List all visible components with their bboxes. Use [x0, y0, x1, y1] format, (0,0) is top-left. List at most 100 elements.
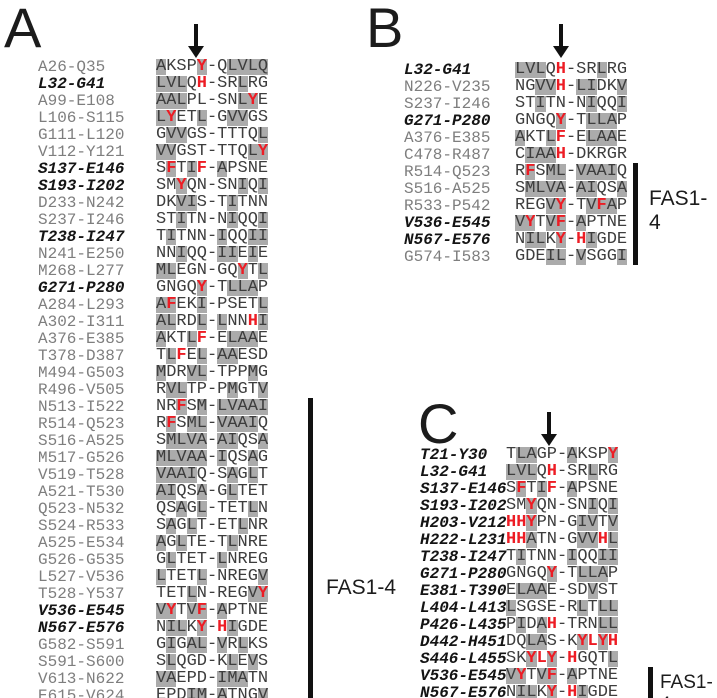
residue-char: - [556, 648, 568, 668]
residue-char: K [586, 144, 597, 164]
residue-char: V [257, 379, 269, 399]
residue-char: - [206, 685, 218, 698]
residue-char: R [227, 566, 238, 586]
residue-char: Y [196, 56, 207, 76]
sequence-row: N513-I522 N R F S M - L V A A I [38, 398, 268, 416]
residue-char: E [546, 597, 557, 617]
residue-char: - [206, 277, 218, 297]
residue-char: N [576, 93, 587, 113]
residue-char: A [596, 127, 607, 147]
residue-char: - [206, 73, 218, 93]
residue-range-label: S446-L455 [420, 649, 507, 668]
residue-char: L [586, 127, 597, 147]
residue-range-label: S524-R533 [38, 516, 125, 535]
residue-char: E [176, 260, 187, 280]
sequence-row: V536-E545 V Y T V F - A P T N E [38, 600, 268, 620]
residue-char: I [186, 192, 197, 212]
residue-char: M [227, 668, 238, 688]
residue-char: G [257, 73, 269, 93]
residue-range-label: E615-V624 [38, 686, 125, 698]
residue-char: K [186, 617, 197, 637]
residue-char: R [247, 73, 258, 93]
residue-char: - [556, 495, 568, 515]
residue-char: I [237, 175, 248, 195]
residue-char: T [217, 124, 228, 144]
residue-char: R [257, 515, 269, 535]
residue-char: - [565, 229, 577, 249]
residue-char: I [257, 226, 269, 246]
residue-char: L [227, 651, 238, 671]
residue-char: A [526, 529, 537, 549]
residue-char: I [616, 246, 628, 266]
sequence-row: T238-I247 T I T N N - I Q Q I I [420, 546, 619, 566]
residue-char: L [166, 447, 177, 467]
residue-char: Q [545, 110, 556, 130]
residue-char: T [186, 566, 197, 586]
sequence-row: G271-P280 G N G Q Y - T L L A P [420, 563, 618, 583]
residue-range-label: S516-A525 [38, 431, 125, 450]
residue-char: F [196, 600, 207, 620]
residue-char: - [565, 110, 577, 130]
residue-char: V [576, 246, 587, 266]
residue-char: R [597, 461, 608, 481]
residue-char: N [196, 583, 207, 603]
residue-char: I [525, 229, 536, 249]
residue-char: - [206, 430, 218, 450]
residue-char: V [166, 73, 177, 93]
panel-b-rows: L32-G41 L V L Q H - S R L R G N226-V235 N G V V H - L I D K V S2… [404, 61, 628, 266]
residue-char: D [257, 345, 269, 365]
residue-char: F [546, 665, 557, 685]
residue-char: V [186, 600, 197, 620]
residue-range-label: A26-Q35 [38, 57, 106, 76]
residue-char: L [217, 311, 228, 331]
residue-char: Y [526, 512, 537, 532]
sequence-row: G111-L120 G V V G S - T T T Q L [38, 124, 268, 144]
residue-char: - [556, 546, 568, 566]
residue-char: V [156, 141, 167, 161]
residue-char: T [607, 580, 619, 600]
residue-char: E [227, 583, 238, 603]
residue-char: V [536, 665, 547, 685]
residue-range-label: A99-E108 [38, 91, 115, 110]
residue-char: A [166, 668, 177, 688]
residue-char: Q [516, 631, 527, 651]
residue-char: N [186, 226, 197, 246]
residue-char: S [515, 93, 526, 113]
residue-char: G [506, 563, 517, 583]
residue-range-label: T21-Y30 [420, 445, 488, 464]
residue-char: - [565, 195, 577, 215]
residue-char: L [166, 311, 177, 331]
residue-char: - [206, 311, 218, 331]
residue-char: I [607, 546, 619, 566]
residue-char: L [506, 597, 517, 617]
residue-char: V [257, 687, 268, 698]
residue-char: I [536, 478, 547, 498]
residue-range-label: M268-L277 [38, 261, 125, 280]
residue-char: Y [237, 260, 248, 280]
residue-char: E [166, 583, 177, 603]
sequence-row: L106-S115 L Y E T L - G V V G S [38, 109, 268, 127]
residue-char: T [535, 212, 546, 232]
panel-letter-a: A [4, 0, 42, 59]
sequence-row: N226-V235 N G V V H - L I D K V [404, 76, 627, 96]
residue-char: E [607, 682, 619, 698]
arrow-shaft [547, 412, 551, 434]
residue-char: T [176, 600, 187, 620]
sequence-row: P426-L435 P I D A H - T R N L L [420, 616, 618, 634]
residue-char: Q [596, 178, 607, 198]
residue-char: D [596, 76, 607, 96]
residue-char: T [506, 444, 517, 464]
residue-char: L [257, 294, 269, 314]
residue-char: S [506, 648, 517, 668]
